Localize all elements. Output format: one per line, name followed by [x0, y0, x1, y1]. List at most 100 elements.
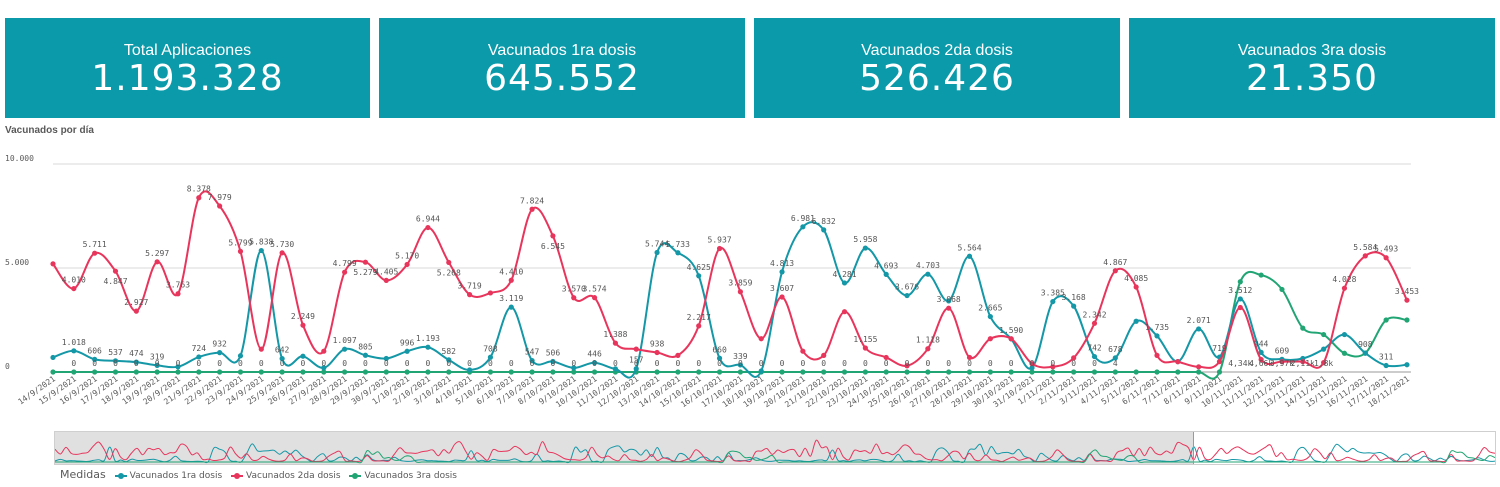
- data-point: [154, 369, 160, 375]
- data-point: [1050, 369, 1056, 375]
- data-label: 3.763: [166, 281, 190, 290]
- data-label: 1.097: [333, 336, 357, 345]
- data-label: 0: [634, 359, 639, 368]
- data-label: 0: [259, 359, 264, 368]
- data-label: 3.676: [895, 283, 919, 292]
- kpi-card-vacunados-1ra-dosis[interactable]: Vacunados 1ra dosis 645.552: [379, 18, 745, 118]
- line-chart[interactable]: 05.00010.00014/9/202115/9/202116/9/20211…: [0, 0, 1500, 430]
- y-tick-label: 0: [5, 362, 10, 371]
- data-label: 3.168: [1062, 293, 1086, 302]
- navigator-shade: [55, 432, 1193, 464]
- data-label: 0: [113, 359, 118, 368]
- data-point: [1008, 369, 1014, 375]
- data-label: 547: [525, 348, 540, 357]
- kpi-card-vacunados-2da-dosis[interactable]: Vacunados 2da dosis 526.426: [754, 18, 1120, 118]
- series-line-3: [53, 270, 1408, 380]
- data-label: 5.937: [708, 236, 732, 245]
- scroll-navigator[interactable]: [54, 431, 1496, 465]
- data-label: 1.735: [1145, 323, 1169, 332]
- data-label: 0: [1092, 359, 1097, 368]
- data-label: 642: [275, 346, 290, 355]
- data-point: [1300, 325, 1306, 331]
- data-point: [237, 369, 244, 375]
- data-point: [654, 369, 660, 375]
- data-point: [883, 271, 889, 277]
- data-point: [362, 369, 369, 375]
- data-label: 5.584: [1353, 243, 1377, 252]
- data-label: 2.927: [124, 298, 148, 307]
- data-label: 0: [780, 359, 785, 368]
- data-point: [696, 273, 702, 279]
- data-point: [258, 346, 264, 352]
- data-label: 4.625: [687, 263, 711, 272]
- data-point: [675, 369, 681, 375]
- data-label: 0: [738, 359, 743, 368]
- data-label: 0: [946, 359, 951, 368]
- data-point: [966, 253, 973, 259]
- data-point: [841, 309, 848, 315]
- data-point: [633, 346, 639, 352]
- data-label: 0: [800, 359, 805, 368]
- legend-item-dose2[interactable]: Vacunados 2da dosis: [231, 471, 341, 481]
- data-label: 0: [842, 359, 847, 368]
- data-label: 3.859: [728, 279, 752, 288]
- data-point: [383, 355, 389, 362]
- data-point: [467, 292, 473, 298]
- data-point: [550, 369, 556, 375]
- kpi-label: Vacunados 3ra dosis: [1237, 42, 1387, 59]
- legend-item-dose1[interactable]: Vacunados 1ra dosis: [114, 471, 222, 481]
- data-point: [1029, 369, 1035, 375]
- data-point: [258, 369, 264, 375]
- data-label: 0: [280, 359, 285, 368]
- data-label: 609: [1275, 346, 1290, 355]
- data-point: [1383, 255, 1389, 261]
- data-label: 6.545: [541, 242, 565, 251]
- data-point: [1091, 353, 1098, 360]
- data-point: [591, 369, 598, 375]
- data-label: 6.832: [812, 217, 836, 226]
- data-point: [1196, 364, 1202, 370]
- data-label: 0: [613, 359, 618, 368]
- data-label: 0: [530, 359, 535, 368]
- data-point: [1258, 356, 1264, 363]
- data-point: [404, 369, 410, 375]
- data-label: 1,8k: [1314, 359, 1333, 368]
- data-point: [92, 369, 98, 375]
- data-point: [1196, 326, 1202, 332]
- data-point: [1362, 350, 1368, 356]
- data-point: [1321, 331, 1327, 338]
- data-label: 4.799: [333, 259, 357, 268]
- data-point: [133, 308, 139, 314]
- data-point: [1196, 369, 1202, 375]
- data-label: 474: [129, 349, 144, 358]
- mini-series-line: [55, 449, 1495, 464]
- data-label: 724: [192, 344, 207, 353]
- data-label: 5.279: [353, 268, 377, 277]
- data-point: [654, 349, 660, 356]
- data-point: [1112, 369, 1118, 375]
- data-point: [883, 369, 889, 375]
- data-label: 6.944: [416, 215, 440, 224]
- data-point: [925, 346, 931, 352]
- kpi-card-vacunados-3ra-dosis[interactable]: Vacunados 3ra dosis 21.350: [1129, 18, 1495, 118]
- data-point: [71, 369, 77, 375]
- data-label: 1.155: [853, 335, 877, 344]
- data-label: 157: [629, 356, 644, 365]
- navigator-window-handle[interactable]: [1193, 432, 1495, 464]
- data-point: [112, 369, 119, 375]
- data-point: [175, 364, 181, 370]
- data-label: 0: [488, 359, 493, 368]
- kpi-card-total-aplicaciones[interactable]: Total Aplicaciones 1.193.328: [5, 18, 370, 118]
- data-label: 0: [134, 359, 139, 368]
- data-point: [175, 369, 181, 375]
- legend-item-dose3[interactable]: Vacunados 3ra dosis: [349, 471, 457, 481]
- data-point: [362, 259, 369, 265]
- data-point: [342, 269, 348, 275]
- data-label: 0: [967, 359, 972, 368]
- data-point: [696, 369, 702, 375]
- kpi-value: 21.350: [1246, 58, 1378, 99]
- data-label: 1.193: [416, 334, 440, 343]
- data-point: [904, 369, 910, 375]
- data-label: 0: [467, 359, 472, 368]
- data-point: [925, 271, 931, 277]
